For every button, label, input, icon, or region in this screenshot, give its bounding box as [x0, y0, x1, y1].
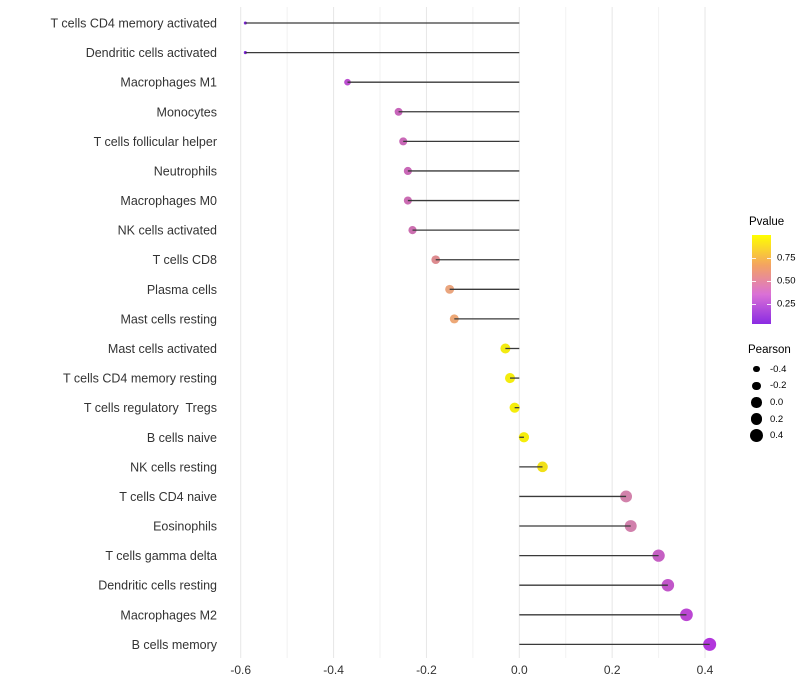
pearson-legend-entry: 0.4 [748, 427, 800, 444]
colorbar-tick-mark [767, 258, 771, 260]
colorbar-tick-mark [752, 281, 756, 283]
colorbar-tick-mark [767, 281, 771, 283]
y-axis-label: Mast cells activated [108, 342, 217, 356]
pearson-size-legend: -0.4 -0.2 0.0 0.2 0.4 [748, 361, 800, 444]
pearson-legend-label: 0.0 [770, 396, 784, 408]
pvalue-tick-075: 0.75 [777, 252, 796, 264]
colorbar-tick-mark [752, 304, 756, 306]
y-axis-label: NK cells resting [130, 460, 217, 474]
y-axis-label: B cells naive [147, 431, 217, 445]
y-axis-label: Dendritic cells resting [98, 579, 217, 593]
pearson-legend-dot [750, 413, 763, 425]
pearson-legend-label: 0.4 [770, 430, 784, 442]
y-axis-label: Plasma cells [147, 283, 217, 297]
pearson-legend-dot-cell [748, 413, 765, 425]
pearson-legend-dot-cell [748, 429, 765, 443]
y-axis-label: Macrophages M2 [120, 608, 217, 622]
y-axis-label: B cells memory [132, 638, 218, 652]
pearson-legend-entry: -0.4 [748, 361, 800, 378]
x-axis-tick-label: -0.2 [416, 663, 437, 677]
colorbar-tick-mark [767, 304, 771, 306]
pvalue-legend-title: Pvalue [749, 216, 785, 228]
pearson-legend-entry: 0.0 [748, 394, 800, 411]
colorbar-tick-mark [752, 258, 756, 260]
lollipop-dot [344, 78, 351, 86]
pvalue-colorbar [752, 235, 771, 324]
pvalue-tick-050: 0.50 [777, 275, 796, 287]
pearson-legend-entry: 0.2 [748, 411, 800, 428]
y-axis-label: Eosinophils [153, 520, 217, 534]
pearson-legend-dot-cell [748, 366, 765, 373]
pearson-legend-dot [753, 366, 760, 373]
pearson-legend-label: 0.2 [770, 413, 784, 425]
lollipop-dot [624, 520, 637, 532]
y-axis-label: Mast cells resting [120, 312, 217, 326]
y-axis-label: Macrophages M1 [120, 76, 217, 90]
x-axis-tick-label: 0.2 [604, 663, 621, 677]
y-axis-label: T cells CD4 naive [119, 490, 217, 504]
y-axis-label: NK cells activated [118, 224, 217, 238]
pearson-legend-dot [750, 429, 763, 443]
y-axis-label: T cells regulatory Tregs [84, 401, 217, 415]
y-axis-label: T cells CD4 memory resting [63, 372, 217, 386]
pearson-legend-label: -0.4 [770, 363, 787, 375]
pvalue-tick-025: 0.25 [777, 298, 796, 310]
pearson-legend-dot [752, 381, 761, 391]
y-axis-label: T cells follicular helper [94, 135, 217, 149]
pearson-legend-title: Pearson [748, 344, 791, 356]
y-axis-label: Dendritic cells activated [86, 46, 217, 60]
y-axis-label: Macrophages M0 [120, 194, 217, 208]
pearson-legend-dot-cell [748, 381, 765, 391]
y-axis-label: Neutrophils [154, 164, 217, 178]
x-axis-tick-label: 0.0 [511, 663, 528, 677]
pearson-legend-dot [751, 397, 762, 408]
x-axis-tick-label: -0.4 [323, 663, 344, 677]
pearson-legend-dot-cell [748, 397, 765, 408]
y-axis-label: Monocytes [157, 105, 217, 119]
x-axis-tick-label: 0.4 [697, 663, 714, 677]
pearson-legend-entry: -0.2 [748, 378, 800, 395]
x-axis-tick-label: -0.6 [230, 663, 251, 677]
y-axis-label: T cells gamma delta [105, 549, 217, 563]
pearson-legend-label: -0.2 [770, 380, 787, 392]
y-axis-label: T cells CD8 [153, 253, 217, 267]
y-axis-label: T cells CD4 memory activated [51, 17, 218, 31]
